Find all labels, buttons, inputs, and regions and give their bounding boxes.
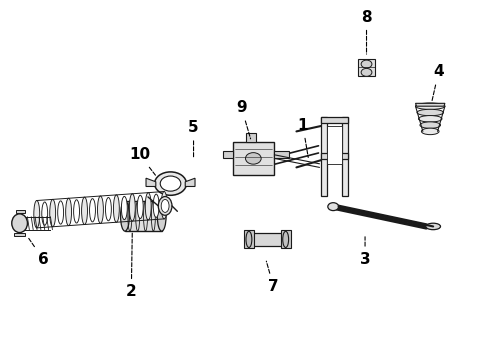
Text: 1: 1 <box>297 118 308 157</box>
Ellipse shape <box>246 231 252 248</box>
Ellipse shape <box>426 223 441 230</box>
Ellipse shape <box>98 196 103 223</box>
Ellipse shape <box>420 122 441 129</box>
Polygon shape <box>321 117 348 123</box>
Ellipse shape <box>122 197 127 220</box>
Polygon shape <box>125 201 162 231</box>
Text: 9: 9 <box>236 100 250 139</box>
Polygon shape <box>416 103 445 106</box>
Ellipse shape <box>283 231 289 248</box>
Ellipse shape <box>157 201 166 231</box>
Polygon shape <box>233 142 274 175</box>
Ellipse shape <box>114 195 120 222</box>
Ellipse shape <box>50 199 56 227</box>
Polygon shape <box>185 178 195 186</box>
Ellipse shape <box>245 153 261 164</box>
Polygon shape <box>16 210 24 213</box>
Ellipse shape <box>58 201 64 224</box>
Polygon shape <box>146 178 156 186</box>
Polygon shape <box>249 233 286 246</box>
Ellipse shape <box>361 68 372 76</box>
Ellipse shape <box>146 193 151 220</box>
Polygon shape <box>327 126 342 164</box>
Ellipse shape <box>153 194 159 217</box>
Text: 7: 7 <box>267 261 279 294</box>
Text: 5: 5 <box>188 120 199 158</box>
Ellipse shape <box>328 203 339 211</box>
Ellipse shape <box>416 103 445 109</box>
Text: 6: 6 <box>28 238 49 267</box>
Polygon shape <box>274 151 289 158</box>
Ellipse shape <box>137 195 143 219</box>
Ellipse shape <box>129 194 135 221</box>
Ellipse shape <box>161 199 169 212</box>
Polygon shape <box>342 117 348 196</box>
Ellipse shape <box>34 201 40 228</box>
Ellipse shape <box>90 199 96 222</box>
Ellipse shape <box>74 200 79 223</box>
Polygon shape <box>358 59 375 76</box>
Polygon shape <box>223 151 233 158</box>
Ellipse shape <box>82 197 88 225</box>
Ellipse shape <box>66 198 72 226</box>
Ellipse shape <box>361 60 372 68</box>
Polygon shape <box>14 233 24 236</box>
Polygon shape <box>246 133 256 142</box>
Ellipse shape <box>105 198 111 221</box>
Ellipse shape <box>417 109 443 116</box>
Ellipse shape <box>418 116 442 122</box>
Text: 2: 2 <box>126 233 137 299</box>
Ellipse shape <box>161 192 167 219</box>
Ellipse shape <box>42 202 48 225</box>
Ellipse shape <box>121 201 129 231</box>
Polygon shape <box>244 230 254 248</box>
Text: 4: 4 <box>432 64 444 102</box>
Ellipse shape <box>158 197 172 215</box>
Ellipse shape <box>12 214 27 233</box>
Polygon shape <box>281 230 291 248</box>
Ellipse shape <box>160 176 181 191</box>
Text: 10: 10 <box>129 147 156 176</box>
Text: 8: 8 <box>361 10 372 54</box>
Polygon shape <box>321 153 348 159</box>
Text: 3: 3 <box>360 237 370 267</box>
Ellipse shape <box>421 128 439 135</box>
Ellipse shape <box>155 172 187 195</box>
Polygon shape <box>321 117 327 196</box>
